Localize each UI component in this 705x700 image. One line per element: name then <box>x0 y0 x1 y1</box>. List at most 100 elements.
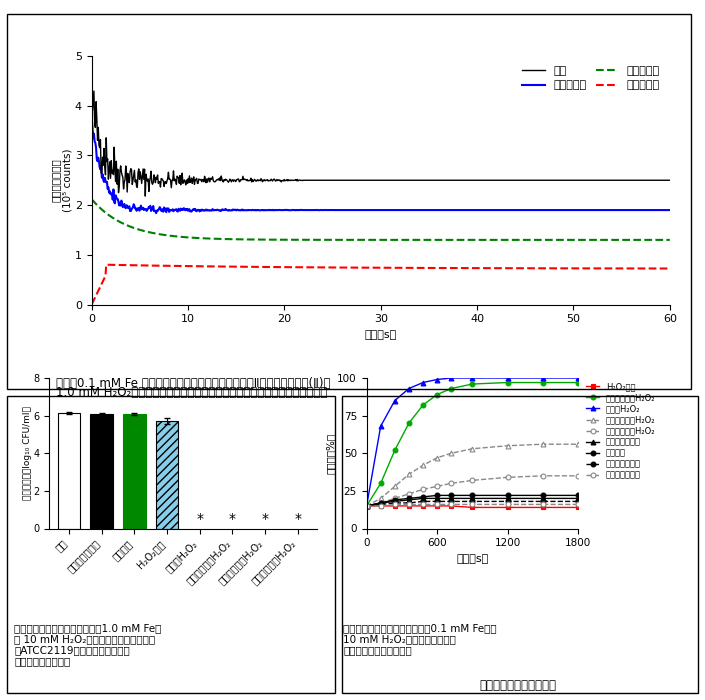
Legend: H₂O₂のみ, コーヒー鉄＋H₂O₂, 茶鉄＋H₂O₂, 塗化第一鉄＋H₂O₂, 硫酸第一鉄＋H₂O₂, コーヒー鉄のみ, 茶鉄のみ, 塗化第一鉄のみ, 塗化第: H₂O₂のみ, コーヒー鉄＋H₂O₂, 茶鉄＋H₂O₂, 塗化第一鉄＋H₂O₂,… <box>587 382 655 480</box>
茶鉄 <box>457 176 465 184</box>
Line: 塗化第一鉄: 塗化第一鉄 <box>92 199 670 240</box>
塗化第二鉄のみ <box>419 500 427 509</box>
Line: コーヒー鉄＋H₂O₂: コーヒー鉄＋H₂O₂ <box>364 380 580 508</box>
硫酸第一鉄＋H₂O₂ <box>539 472 547 480</box>
塗化第一鉄＋H₂O₂ <box>391 482 399 491</box>
硫酸第一鉄 <box>123 261 132 270</box>
塗化第一鉄のみ <box>503 497 512 505</box>
コーヒー鉄＋H₂O₂ <box>539 378 547 386</box>
硫酸第一鉄 <box>666 265 674 273</box>
コーヒー鉄のみ <box>468 494 477 503</box>
Text: *: * <box>229 512 235 526</box>
Y-axis label: ラジカル発生量
(10⁵ counts): ラジカル発生量 (10⁵ counts) <box>51 148 72 212</box>
塗化第二鉄のみ <box>362 502 371 510</box>
茶鉄のみ <box>391 496 399 504</box>
茶鉄 <box>123 169 132 178</box>
茶鉄 <box>424 176 433 184</box>
Line: 硫酸第一鉄: 硫酸第一鉄 <box>92 265 670 304</box>
H₂O₂のみ <box>405 502 413 510</box>
硫酸第一鉄＋H₂O₂ <box>433 482 441 491</box>
塗化第一鉄＋H₂O₂ <box>539 440 547 449</box>
H₂O₂のみ <box>539 503 547 512</box>
塗化第一鉄＋H₂O₂ <box>574 440 582 449</box>
塗化第二鉄のみ <box>503 500 512 509</box>
塗化第一鉄のみ <box>391 498 399 507</box>
塗化第一鉄＋H₂O₂ <box>405 470 413 479</box>
塗化第一鉄＋H₂O₂ <box>362 502 371 510</box>
コーヒー鉄のみ <box>419 494 427 503</box>
コーヒー鉄 <box>456 206 465 214</box>
茶鉄 <box>587 176 595 184</box>
茶鉄のみ <box>362 502 371 510</box>
コーヒー鉄＋H₂O₂ <box>574 378 582 386</box>
塗化第一鉄 <box>585 236 594 244</box>
茶鉄のみ <box>468 491 477 500</box>
Text: （森川クラウジオ健治）: （森川クラウジオ健治） <box>479 678 556 692</box>
コーヒー鉄のみ <box>503 494 512 503</box>
Line: コーヒー鉄のみ: コーヒー鉄のみ <box>364 496 580 508</box>
茶鉄＋H₂O₂ <box>447 374 455 382</box>
Text: 図１　0.1 mM Fe を含む茶鉄、コーヒー鉄、塗化鉄（Ⅱ）または硫酸鉄(Ⅱ)と: 図１ 0.1 mM Fe を含む茶鉄、コーヒー鉄、塗化鉄（Ⅱ）または硫酸鉄(Ⅱ)… <box>56 377 331 390</box>
硫酸第一鉄＋H₂O₂ <box>447 479 455 487</box>
塗化第一鉄＋H₂O₂ <box>433 454 441 462</box>
Text: と 10 mM H₂O₂の同時処理による大腸菌: と 10 mM H₂O₂の同時処理による大腸菌 <box>14 634 155 644</box>
塗化第一鉄＋H₂O₂ <box>468 444 477 453</box>
Text: 1.0 mM H₂O₂の反応で発生するラジカル量（ルミノール反応によって計測）: 1.0 mM H₂O₂の反応で発生するラジカル量（ルミノール反応によって計測） <box>56 386 328 400</box>
Text: 図３　茶鉄またはコーヒー鉄（0.1 mM Fe）と: 図３ 茶鉄またはコーヒー鉄（0.1 mM Fe）と <box>343 623 497 633</box>
Legend: 茶鉄, コーヒー鉄, 塗化第一鉄, 硫酸第一鉄: 茶鉄, コーヒー鉄, 塗化第一鉄, 硫酸第一鉄 <box>518 62 664 95</box>
コーヒー鉄のみ <box>574 494 582 503</box>
Text: *: * <box>262 512 269 526</box>
Y-axis label: 分解率（%）: 分解率（%） <box>326 433 336 474</box>
コーヒー鉄＋H₂O₂ <box>376 479 385 487</box>
コーヒー鉄＋H₂O₂ <box>362 502 371 510</box>
硫酸第一鉄＋H₂O₂ <box>468 476 477 484</box>
茶鉄＋H₂O₂ <box>574 374 582 382</box>
塗化第二鉄のみ <box>433 500 441 509</box>
コーヒー鉄 <box>666 206 674 214</box>
硫酸第一鉄＋H₂O₂ <box>419 485 427 494</box>
塗化第一鉄 <box>455 236 464 244</box>
茶鉄＋H₂O₂ <box>468 374 477 382</box>
塗化第一鉄 <box>666 236 674 244</box>
コーヒー鉄のみ <box>539 494 547 503</box>
Y-axis label: コロニー数（log₁₀ CFU/ml）: コロニー数（log₁₀ CFU/ml） <box>23 406 32 500</box>
コーヒー鉄 <box>527 206 535 214</box>
塗化第一鉄 <box>123 221 131 230</box>
茶鉄＋H₂O₂ <box>503 374 512 382</box>
塗化第二鉄のみ <box>574 500 582 509</box>
塗化第一鉄のみ <box>419 497 427 505</box>
硫酸第一鉄 <box>439 264 448 272</box>
H₂O₂のみ <box>362 502 371 510</box>
Text: （＊）検出限界以下: （＊）検出限界以下 <box>14 657 70 666</box>
硫酸第一鉄 <box>102 260 111 269</box>
茶鉄のみ <box>447 491 455 500</box>
塗化第二鉄のみ <box>447 500 455 509</box>
塗化第一鉄のみ <box>447 497 455 505</box>
硫酸第一鉄＋H₂O₂ <box>376 498 385 507</box>
茶鉄 <box>440 176 448 184</box>
茶鉄＋H₂O₂ <box>433 375 441 384</box>
塗化第一鉄＋H₂O₂ <box>503 442 512 450</box>
硫酸第一鉄 <box>586 264 594 272</box>
塗化第二鉄のみ <box>468 500 477 509</box>
Line: 塗化第二鉄のみ: 塗化第二鉄のみ <box>364 502 580 508</box>
茶鉄のみ <box>405 494 413 503</box>
茶鉄 <box>87 91 96 99</box>
塗化第一鉄＋H₂O₂ <box>376 494 385 503</box>
茶鉄のみ <box>419 493 427 501</box>
コーヒー鉄＋H₂O₂ <box>503 378 512 386</box>
塗化第一鉄＋H₂O₂ <box>447 449 455 458</box>
Bar <box>58 413 80 528</box>
茶鉄のみ <box>503 491 512 500</box>
塗化第一鉄のみ <box>433 497 441 505</box>
茶鉄のみ <box>574 491 582 500</box>
硫酸第一鉄＋H₂O₂ <box>362 502 371 510</box>
茶鉄＋H₂O₂ <box>419 378 427 386</box>
Line: 硫酸第一鉄＋H₂O₂: 硫酸第一鉄＋H₂O₂ <box>364 473 580 508</box>
コーヒー鉄 <box>586 206 594 214</box>
コーヒー鉄 <box>152 209 160 217</box>
茶鉄＋H₂O₂ <box>405 384 413 393</box>
塗化第一鉄のみ <box>362 502 371 510</box>
塗化第一鉄のみ <box>574 497 582 505</box>
茶鉄＋H₂O₂ <box>362 502 371 510</box>
